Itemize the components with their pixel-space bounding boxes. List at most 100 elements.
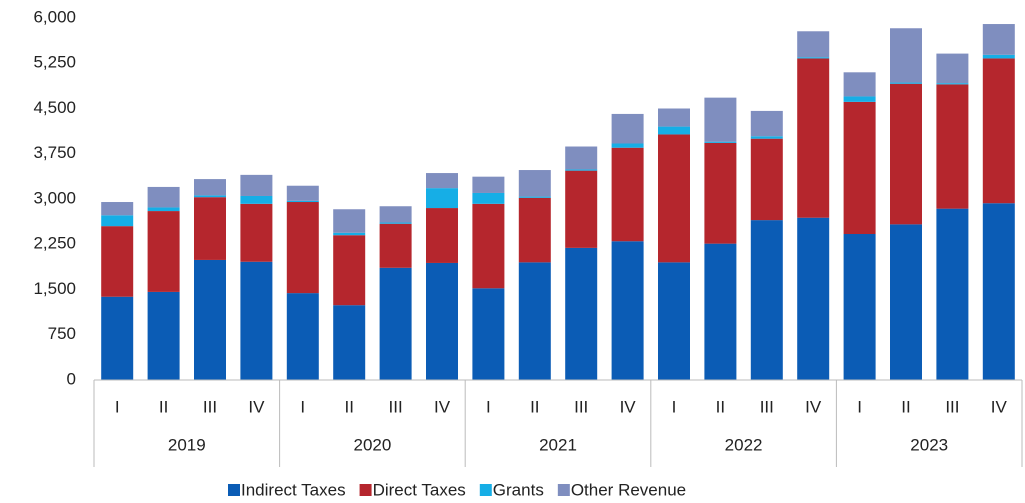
x-tick-label: III — [389, 397, 403, 416]
bar-segment — [472, 288, 505, 380]
bar-segment — [147, 186, 180, 208]
legend-label: Indirect Taxes — [241, 480, 346, 499]
bar-segment — [240, 195, 273, 204]
group-label: 2020 — [353, 435, 391, 454]
bar-segment — [565, 169, 598, 171]
bar-segment — [797, 58, 830, 218]
bar-segment — [843, 96, 876, 102]
legend-label: Other Revenue — [571, 480, 686, 499]
bar-segment — [890, 224, 922, 380]
bar-segment — [333, 235, 366, 306]
x-tick-label: IV — [434, 397, 451, 416]
x-tick-label: IV — [248, 397, 265, 416]
x-tick-label: I — [115, 397, 120, 416]
bar-segment — [936, 53, 969, 84]
x-tick-label: IV — [805, 397, 822, 416]
bar-segment — [426, 208, 458, 263]
bar-segment — [797, 31, 830, 58]
x-tick-label: II — [344, 397, 353, 416]
x-tick-label: I — [672, 397, 677, 416]
bar-segment — [704, 142, 737, 244]
bar-segment — [286, 293, 319, 380]
x-tick-label: II — [159, 397, 168, 416]
bar-segment — [936, 83, 969, 85]
y-tick-label: 0 — [67, 369, 76, 388]
legend-swatch — [557, 484, 570, 496]
bar-segment — [194, 197, 226, 260]
bar-segment — [658, 262, 690, 380]
bar-segment — [750, 110, 783, 137]
bar-segment — [982, 203, 1015, 380]
x-tick-label: II — [530, 397, 539, 416]
bar-segment — [426, 173, 458, 189]
bar-segment — [750, 136, 783, 139]
group-label: 2022 — [725, 435, 763, 454]
y-tick-label: 750 — [48, 324, 76, 343]
bar-segment — [379, 223, 412, 268]
bar-segment — [333, 232, 366, 236]
x-tick-label: I — [300, 397, 305, 416]
bar-segment — [890, 82, 922, 84]
bar-segment — [982, 54, 1015, 59]
bar-segment — [750, 138, 783, 221]
x-tick-label: III — [203, 397, 217, 416]
bar-segment — [565, 146, 598, 170]
bar-segment — [472, 176, 505, 193]
x-tick-label: IV — [991, 397, 1008, 416]
bar-segment — [147, 207, 180, 212]
y-tick-label: 3,750 — [33, 143, 76, 162]
bar-segment — [936, 208, 969, 380]
bar-segment — [426, 262, 458, 380]
bar-segment — [750, 220, 783, 380]
bar-segment — [101, 215, 134, 227]
y-tick-label: 1,500 — [33, 279, 76, 298]
x-tick-label: III — [574, 397, 588, 416]
bar-segment — [194, 259, 226, 380]
x-tick-label: IV — [620, 397, 637, 416]
bar-segment — [240, 203, 273, 262]
bar-segment — [101, 202, 134, 216]
bar-segment — [982, 58, 1015, 204]
bar-segment — [843, 233, 876, 380]
bar-segment — [611, 113, 644, 144]
bar-segment — [611, 143, 644, 148]
bar-segment — [147, 291, 180, 380]
bar-segment — [658, 126, 690, 135]
bar-segment — [518, 262, 551, 380]
x-tick-label: I — [857, 397, 862, 416]
bar-segment — [890, 83, 922, 225]
bar-segment — [472, 203, 505, 289]
y-tick-label: 6,000 — [33, 7, 76, 26]
bar-segment — [147, 211, 180, 292]
bar-segment — [194, 179, 226, 196]
bar-segment — [286, 185, 319, 201]
x-tick-label: III — [945, 397, 959, 416]
bar-segment — [518, 197, 551, 263]
bar-segment — [658, 108, 690, 127]
bar-segment — [379, 267, 412, 380]
legend-swatch — [479, 484, 492, 496]
bar-segment — [843, 72, 876, 97]
bar-segment — [936, 84, 969, 209]
bar-segment — [333, 305, 366, 380]
y-tick-label: 4,500 — [33, 98, 76, 117]
y-tick-label: 5,250 — [33, 53, 76, 72]
legend-label: Direct Taxes — [373, 480, 466, 499]
bar-segment — [797, 217, 830, 380]
group-label: 2023 — [910, 435, 948, 454]
bar-segment — [518, 196, 551, 198]
bar-segment — [379, 206, 412, 223]
group-label: 2021 — [539, 435, 577, 454]
bar-segment — [518, 170, 551, 197]
bar-segment — [333, 209, 366, 233]
legend-label: Grants — [493, 480, 544, 499]
bar-segment — [426, 188, 458, 209]
bar-segment — [611, 147, 644, 242]
bar-segment — [704, 141, 737, 143]
bar-segment — [658, 134, 690, 263]
bar-segment — [472, 192, 505, 204]
bar-segment — [240, 174, 273, 196]
group-label: 2019 — [168, 435, 206, 454]
bar-segment — [240, 261, 273, 380]
